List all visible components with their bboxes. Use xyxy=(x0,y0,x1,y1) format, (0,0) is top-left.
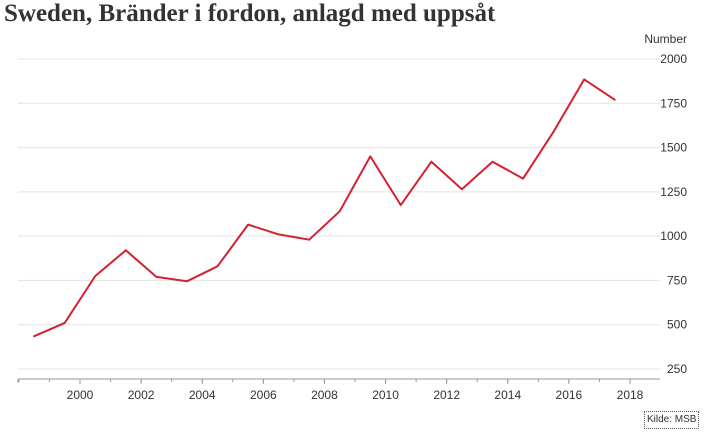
y-tick-label: 1250 xyxy=(660,185,687,199)
series-line-group xyxy=(33,78,616,338)
data-point xyxy=(217,265,219,267)
x-tick-label: 2000 xyxy=(67,388,94,402)
x-tick-label: 2018 xyxy=(617,388,644,402)
data-point xyxy=(186,280,188,282)
data-point xyxy=(583,78,585,80)
data-point xyxy=(94,275,96,277)
y-tick-label: 1000 xyxy=(660,229,687,243)
chart-title: Sweden, Bränder i fordon, anlagd med upp… xyxy=(4,0,496,27)
x-tick-label: 2008 xyxy=(311,388,338,402)
x-tick-label: 2012 xyxy=(433,388,460,402)
data-point xyxy=(492,161,494,163)
x-tick-label: 2006 xyxy=(250,388,277,402)
x-tick-label: 2002 xyxy=(128,388,155,402)
data-point xyxy=(64,322,66,324)
x-tick-label: 2010 xyxy=(372,388,399,402)
y-tick-label: 1750 xyxy=(660,96,687,110)
y-tick-label: 750 xyxy=(667,273,687,287)
source-note: Kilde: MSB xyxy=(644,411,700,429)
y-axis: 250 500 750 1000 1250 1500 1750 2000 xyxy=(660,52,687,376)
y-axis-label: Number xyxy=(644,32,687,46)
data-point xyxy=(155,276,157,278)
x-tick-label: 2004 xyxy=(189,388,216,402)
x-axis xyxy=(17,378,660,384)
y-tick-label: 250 xyxy=(667,362,687,376)
y-tick-label: 1500 xyxy=(660,141,687,155)
data-point xyxy=(614,99,616,101)
data-point xyxy=(33,335,35,337)
data-point xyxy=(522,178,524,180)
data-point xyxy=(369,155,371,157)
data-point xyxy=(430,161,432,163)
data-point xyxy=(247,224,249,226)
data-point xyxy=(278,233,280,235)
y-tick-label: 500 xyxy=(667,318,687,332)
gridlines xyxy=(18,58,660,370)
y-tick-label: 2000 xyxy=(660,52,687,66)
x-tick-labels: 2000 2002 2004 2006 2008 2010 2012 2014 2016 2018 xyxy=(67,388,644,402)
data-point xyxy=(308,239,310,241)
x-tick-label: 2014 xyxy=(494,388,521,402)
x-tick-label: 2016 xyxy=(556,388,583,402)
data-point xyxy=(461,188,463,190)
series-line xyxy=(33,78,616,338)
data-point xyxy=(125,249,127,251)
data-point xyxy=(339,210,341,212)
data-point xyxy=(553,131,555,133)
data-point xyxy=(400,204,402,206)
